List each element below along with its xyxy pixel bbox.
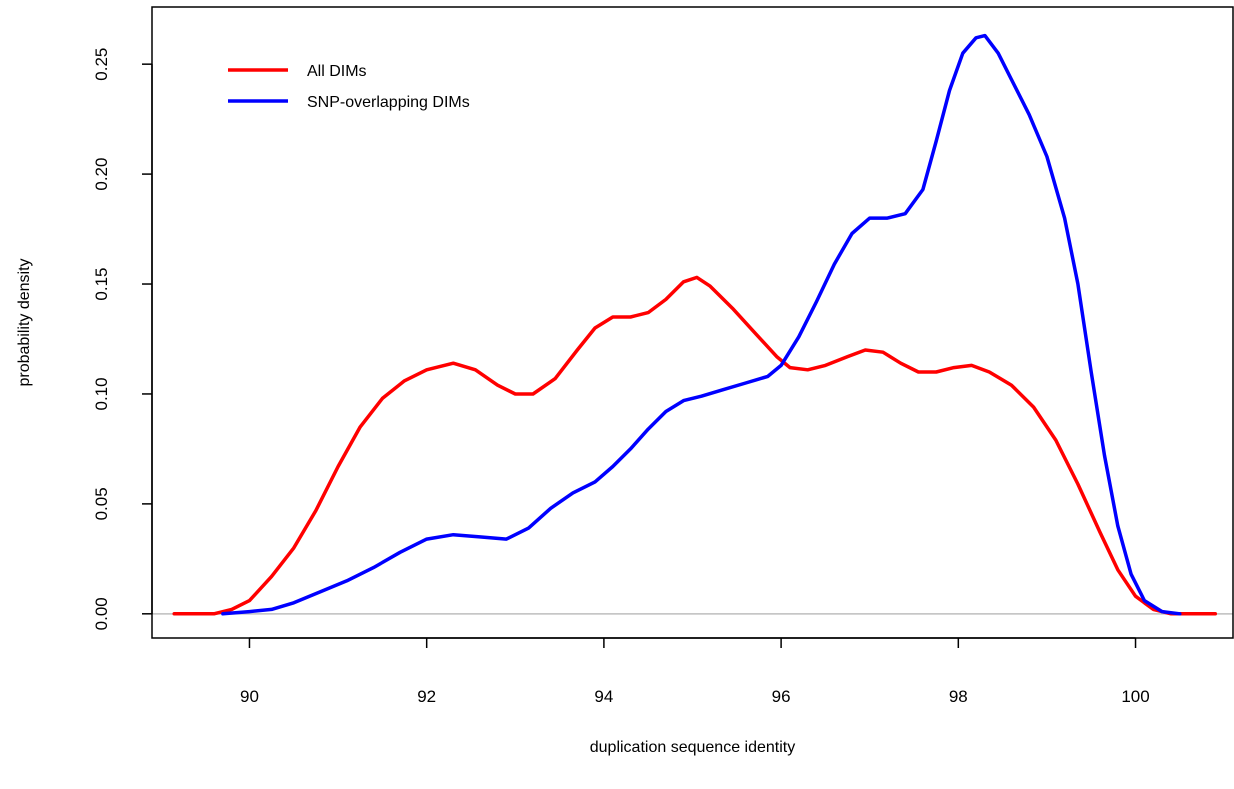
y-tick-label: 0.10 [92,377,111,410]
y-tick-label: 0.15 [92,267,111,300]
x-axis: 90 92 94 96 98 100 [240,637,1150,706]
y-axis-title: probability density [16,258,33,386]
x-tick-label: 94 [594,687,613,706]
y-tick-label: 0.00 [92,597,111,630]
y-tick-label: 0.25 [92,48,111,81]
series-line-all-dims [172,275,1218,616]
x-tick-label: 96 [772,687,791,706]
x-tick-label: 90 [240,687,259,706]
x-axis-title: duplication sequence identity [590,739,795,756]
x-tick-label: 92 [417,687,436,706]
y-tick-label: 0.05 [92,487,111,520]
series-layer [172,33,1218,616]
series-line-snp-overlapping-dims [221,33,1182,616]
x-tick-label: 100 [1121,687,1149,706]
y-tick-label: 0.20 [92,158,111,191]
x-tick-label: 98 [949,687,968,706]
legend-label-all-dims: All DIMs [307,63,367,80]
y-axis: 0.00 0.05 0.10 0.15 0.20 0.25 [92,48,153,630]
legend-label-snp-overlapping-dims: SNP-overlapping DIMs [307,94,470,111]
legend: All DIMs SNP-overlapping DIMs [228,63,470,111]
